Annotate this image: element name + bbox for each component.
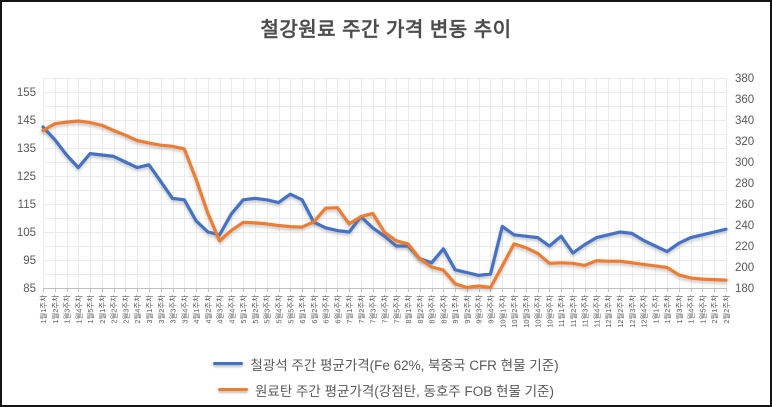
x-axis-category-label: 4월4주차 bbox=[227, 295, 236, 324]
left-axis-tick-label: 135 bbox=[17, 143, 36, 155]
x-axis-category-label: 5월5주차 bbox=[286, 295, 295, 324]
x-axis-category-label: 1월5주차 bbox=[698, 295, 707, 324]
right-axis-tick-label: 200 bbox=[735, 262, 754, 274]
x-axis-category-label: 12월2주차 bbox=[616, 295, 625, 328]
left-axis-tick-label: 155 bbox=[17, 87, 36, 99]
chart-title: 철강원료 주간 가격 변동 추이 bbox=[260, 19, 512, 41]
x-axis-category-label: 9월3주차 bbox=[475, 295, 484, 324]
legend: 철광석 주간 평균가격(Fe 62%, 북중국 CFR 현물 기준) 원료탄 주… bbox=[2, 351, 770, 402]
x-axis-category-label: 7월2주차 bbox=[357, 295, 366, 324]
x-axis-category-label: 3월2주차 bbox=[157, 295, 166, 324]
x-axis-category-label: 1월2주차 bbox=[51, 295, 60, 324]
x-axis-category-label: 11월2주차 bbox=[569, 295, 578, 327]
x-axis-category-label: 1월5주차 bbox=[86, 295, 95, 324]
right-axis-tick-label: 220 bbox=[735, 241, 754, 253]
left-axis-tick-label: 125 bbox=[17, 171, 36, 183]
x-axis-category-label: 6월3주차 bbox=[322, 295, 331, 324]
x-axis-category-label: 1월1주차 bbox=[651, 295, 660, 324]
x-axis-category-label: 9월1주차 bbox=[451, 295, 460, 324]
legend-item-coking-coal: 원료탄 주간 평균가격(강점탄, 동호주 FOB 현물 기준) bbox=[218, 377, 554, 402]
right-axis-tick-label: 280 bbox=[735, 178, 754, 190]
x-axis-category-label: 2월2주차 bbox=[110, 295, 119, 324]
x-axis-category-label: 5월2주차 bbox=[251, 295, 260, 324]
left-axis-tick-label: 85 bbox=[23, 283, 36, 295]
x-axis-category-label: 1월4주차 bbox=[687, 295, 696, 324]
x-axis-category-label: 1월3주차 bbox=[675, 295, 684, 324]
x-axis-category-label: 12월4주차 bbox=[640, 295, 649, 328]
x-axis-category-label: 1월4주차 bbox=[74, 295, 83, 324]
x-axis-category-label: 5월3주차 bbox=[263, 295, 272, 324]
x-axis-category-label: 10월3주차 bbox=[522, 295, 531, 328]
x-axis-category-label: 2월1주차 bbox=[710, 295, 719, 324]
x-axis-category-label: 4월2주차 bbox=[204, 295, 213, 324]
right-axis-tick-label: 340 bbox=[735, 115, 754, 127]
x-axis-category-label: 12월3주차 bbox=[628, 295, 637, 328]
left-axis-tick-label: 95 bbox=[23, 255, 36, 267]
legend-label-coking-coal: 원료탄 주간 평균가격(강점탄, 동호주 FOB 현물 기준) bbox=[255, 383, 554, 399]
x-axis-category-label: 11월3주차 bbox=[581, 295, 590, 327]
x-axis-category-label: 2월4주차 bbox=[133, 295, 142, 324]
left-axis-tick-label: 105 bbox=[17, 227, 36, 239]
x-axis-category-label: 3월1주차 bbox=[145, 295, 154, 324]
left-axis-tick-label: 145 bbox=[17, 115, 36, 127]
x-axis-category-label: 7월1주차 bbox=[345, 295, 354, 324]
x-axis-category-label: 11월4주차 bbox=[592, 295, 601, 327]
x-axis-category-label: 3월4주차 bbox=[180, 295, 189, 324]
x-axis-category-label: 1월2주차 bbox=[663, 295, 672, 324]
x-axis-category-label: 2월3주차 bbox=[121, 295, 130, 324]
x-axis-category-label: 12월1주차 bbox=[604, 295, 613, 328]
legend-label-iron-ore: 철광석 주간 평균가격(Fe 62%, 북중국 CFR 현물 기준) bbox=[250, 357, 559, 373]
x-axis-category-label: 10월1주차 bbox=[498, 295, 507, 328]
right-axis-tick-label: 360 bbox=[735, 94, 754, 106]
right-axis-tick-label: 380 bbox=[735, 73, 754, 85]
x-axis-category-label: 4월1주차 bbox=[192, 295, 201, 324]
x-axis-category-label: 8월2주차 bbox=[416, 295, 425, 324]
right-axis-tick-label: 320 bbox=[735, 136, 754, 148]
x-axis-category-label: 8월4주차 bbox=[439, 295, 448, 324]
x-axis-category-label: 6월4주차 bbox=[333, 295, 342, 324]
coking-coal-line-swatch bbox=[218, 387, 248, 392]
x-axis-category-label: 4월3주차 bbox=[216, 295, 225, 324]
x-axis-category-label: 5월1주차 bbox=[239, 295, 248, 324]
x-axis-category-label: 6월2주차 bbox=[310, 295, 319, 324]
x-axis-category-label: 10월2주차 bbox=[510, 295, 519, 328]
right-axis-tick-label: 180 bbox=[735, 283, 754, 295]
x-axis-category-label: 8월1주차 bbox=[404, 295, 413, 324]
x-axis-category-label: 9월4주차 bbox=[486, 295, 495, 324]
left-axis-tick-label: 115 bbox=[18, 199, 36, 211]
x-axis-category-label: 10월4주차 bbox=[534, 295, 543, 328]
x-axis-category-label: 2월1주차 bbox=[98, 295, 107, 324]
x-axis-category-label: 7월5주차 bbox=[392, 295, 401, 324]
x-axis-category-label: 7월3주차 bbox=[369, 295, 378, 324]
right-axis-tick-label: 240 bbox=[735, 220, 754, 232]
x-axis-category-label: 1월3주차 bbox=[63, 295, 72, 324]
right-axis-tick-label: 260 bbox=[735, 199, 754, 211]
series-line-0 bbox=[41, 125, 728, 277]
x-axis-category-label: 1월1주차 bbox=[39, 295, 48, 324]
legend-item-iron-ore: 철광석 주간 평균가격(Fe 62%, 북중국 CFR 현물 기준) bbox=[213, 351, 559, 376]
iron-ore-line-swatch bbox=[213, 361, 244, 366]
x-axis-category-label: 2월2주차 bbox=[722, 295, 731, 324]
x-axis-category-label: 6월1주차 bbox=[298, 295, 307, 324]
x-axis-category-label: 9월2주차 bbox=[463, 295, 472, 324]
x-axis-category-label: 8월3주차 bbox=[428, 295, 437, 324]
series-line-1 bbox=[41, 119, 728, 290]
x-axis-category-label: 11월1주차 bbox=[557, 295, 566, 327]
x-axis-category-label: 7월4주차 bbox=[381, 295, 390, 324]
x-axis-category-label: 3월3주차 bbox=[169, 295, 178, 324]
x-axis-category-label: 5월4주차 bbox=[275, 295, 284, 324]
right-axis-tick-label: 300 bbox=[735, 157, 754, 169]
x-axis-category-label: 10월5주차 bbox=[545, 295, 554, 328]
